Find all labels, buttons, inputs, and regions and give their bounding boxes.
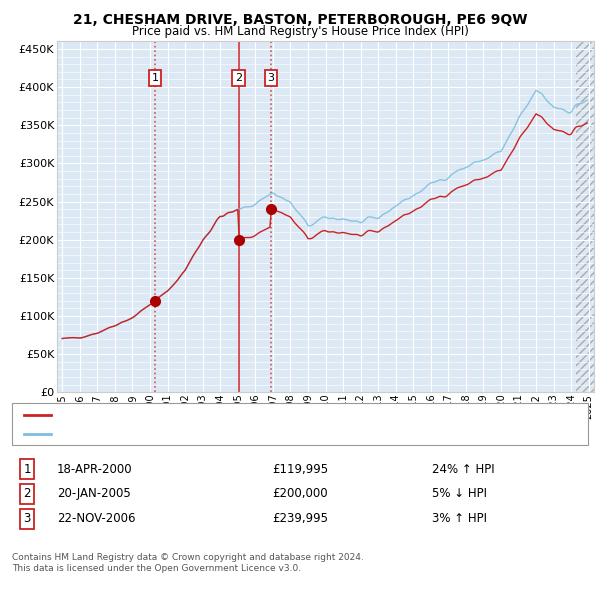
Text: 1: 1 (23, 463, 31, 476)
Text: 3: 3 (23, 512, 31, 525)
Text: 1: 1 (152, 73, 158, 83)
Text: Contains HM Land Registry data © Crown copyright and database right 2024.: Contains HM Land Registry data © Crown c… (12, 553, 364, 562)
Text: 18-APR-2000: 18-APR-2000 (57, 463, 133, 476)
Text: 21, CHESHAM DRIVE, BASTON, PETERBOROUGH, PE6 9QW (detached house): 21, CHESHAM DRIVE, BASTON, PETERBOROUGH,… (54, 410, 453, 420)
Text: 24% ↑ HPI: 24% ↑ HPI (432, 463, 494, 476)
Text: £200,000: £200,000 (272, 487, 328, 500)
Text: £119,995: £119,995 (272, 463, 328, 476)
Text: 5% ↓ HPI: 5% ↓ HPI (432, 487, 487, 500)
Text: 3: 3 (268, 73, 275, 83)
Text: 21, CHESHAM DRIVE, BASTON, PETERBOROUGH, PE6 9QW: 21, CHESHAM DRIVE, BASTON, PETERBOROUGH,… (73, 13, 527, 27)
Text: 2: 2 (235, 73, 242, 83)
Text: 2: 2 (23, 487, 31, 500)
Text: Price paid vs. HM Land Registry's House Price Index (HPI): Price paid vs. HM Land Registry's House … (131, 25, 469, 38)
Bar (577, 41, 594, 392)
Text: £239,995: £239,995 (272, 512, 328, 525)
Text: HPI: Average price, detached house, South Kesteven: HPI: Average price, detached house, Sout… (54, 428, 328, 438)
Text: 22-NOV-2006: 22-NOV-2006 (57, 512, 136, 525)
Text: 3% ↑ HPI: 3% ↑ HPI (432, 512, 487, 525)
Text: 20-JAN-2005: 20-JAN-2005 (57, 487, 131, 500)
Text: This data is licensed under the Open Government Licence v3.0.: This data is licensed under the Open Gov… (12, 565, 301, 573)
